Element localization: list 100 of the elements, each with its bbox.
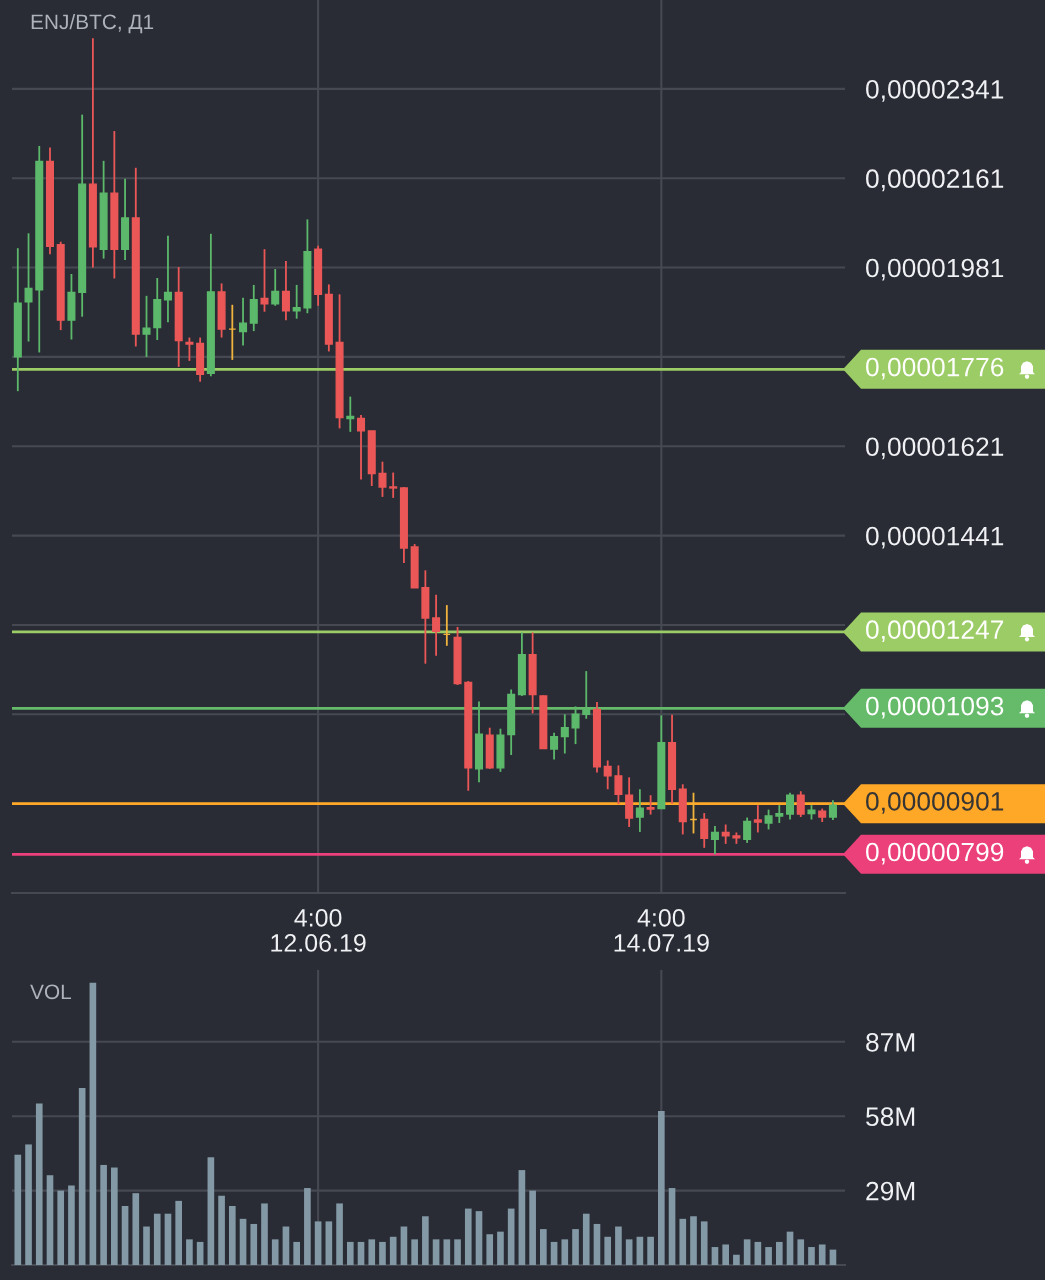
bar [497,1231,504,1265]
bar [239,1218,247,1265]
candlestick [614,764,623,806]
candlestick [239,296,248,347]
bar [808,1247,815,1265]
bar [486,1234,494,1265]
candlestick [163,234,172,324]
bar [111,1167,118,1265]
bar [700,1221,708,1265]
candlestick [603,759,612,791]
bar [775,1241,783,1265]
bar [507,1208,515,1265]
bar [46,1175,54,1265]
bar [411,1239,418,1265]
bar [668,1188,676,1265]
ref-line-label: 0,00001093 [866,696,1004,719]
bar [35,1103,43,1265]
bar [389,1236,397,1265]
candlestick [356,414,366,481]
candlestick [753,804,762,834]
bar [143,1226,150,1265]
bar [379,1241,386,1265]
candlestick [550,731,559,761]
y-tick-label: 0,00002161 [866,169,1004,192]
bar [679,1218,687,1265]
text: ENJ/BTC, Д1 [31,13,154,34]
bar [658,1111,665,1265]
candlestick [786,791,795,821]
bar [754,1241,762,1265]
bar [797,1239,805,1265]
candlestick [260,248,269,313]
candlestick [292,284,301,320]
y-tick-label: 0,00001981 [866,258,1004,281]
bar [422,1216,429,1265]
bar [625,1239,633,1265]
bar [357,1241,365,1265]
candlestick [828,799,837,821]
bar [604,1236,612,1265]
candlestick [625,776,634,828]
y-tick-label: 0,00001621 [866,437,1004,460]
bar [443,1239,451,1265]
bar [743,1239,751,1265]
candlestick [710,825,719,856]
bar [271,1239,279,1265]
candlestick [271,268,280,307]
candlestick [24,232,33,343]
bar [228,1206,236,1265]
y-tick-label: 29M [866,1181,915,1201]
x-tick-label: 4:00 12.06.19 [271,908,366,952]
bar [14,1154,22,1265]
bar [175,1200,183,1265]
bar [615,1226,622,1265]
bar [582,1213,590,1265]
bar [647,1236,654,1265]
candlestick [700,812,709,849]
candlestick [378,460,387,498]
bar [304,1188,311,1265]
x-tick-label: 4:00 14.07.19 [614,908,709,952]
bar [733,1254,740,1265]
candlestick [560,713,569,755]
candlestick [743,816,752,844]
bar [529,1190,536,1265]
candlestick [796,790,805,818]
candlestick [432,593,441,657]
bar [100,1164,107,1265]
bar [132,1193,140,1265]
bar [121,1206,129,1265]
bar [25,1144,32,1265]
bar [314,1221,322,1265]
text: VOL [30,984,72,1000]
bar [78,1088,86,1265]
candlestick [389,471,398,499]
bar [593,1223,601,1265]
candlestick [281,260,290,322]
candlestick [764,808,773,831]
bar [250,1223,258,1265]
bar [690,1216,697,1265]
candlestick [635,788,644,833]
bar [186,1239,193,1265]
bar [540,1229,547,1265]
ref-line-label: 0,00000901 [866,792,1004,814]
bar [368,1239,376,1265]
bar [765,1247,772,1265]
bar [346,1241,354,1265]
bar [164,1213,172,1265]
bar [475,1211,483,1265]
bar [57,1190,65,1265]
bar [336,1203,343,1265]
y-tick-label: 58M [866,1107,915,1127]
candlestick [346,395,355,433]
ref-line-label: 0,00001247 [866,620,1004,643]
candlestick [249,284,258,332]
candlestick [721,823,730,845]
bar [89,982,97,1265]
bar [550,1241,558,1265]
bar [711,1247,719,1265]
bar [293,1241,300,1265]
bar [561,1239,569,1265]
bar [325,1221,333,1265]
bar [572,1229,579,1265]
